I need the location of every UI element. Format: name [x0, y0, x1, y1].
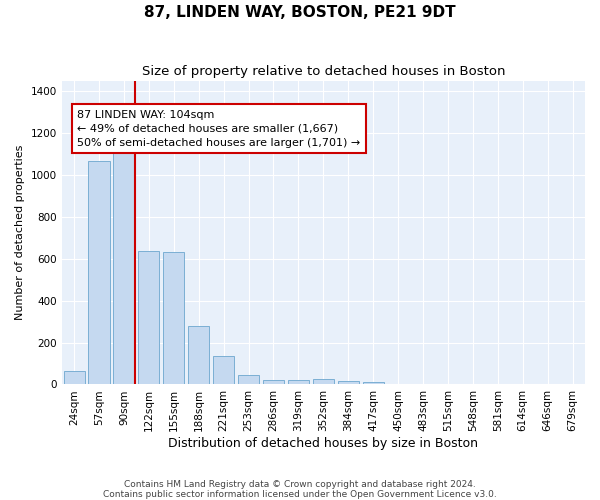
Y-axis label: Number of detached properties: Number of detached properties	[15, 145, 25, 320]
Bar	[238, 375, 259, 384]
Bar	[113, 142, 134, 384]
Bar	[313, 379, 334, 384]
Bar	[362, 382, 384, 384]
Bar	[163, 252, 184, 384]
Bar	[64, 371, 85, 384]
Text: 87, LINDEN WAY, BOSTON, PE21 9DT: 87, LINDEN WAY, BOSTON, PE21 9DT	[144, 5, 456, 20]
Bar	[138, 252, 160, 384]
Bar	[213, 356, 234, 384]
Bar	[188, 326, 209, 384]
Text: Contains HM Land Registry data © Crown copyright and database right 2024.
Contai: Contains HM Land Registry data © Crown c…	[103, 480, 497, 499]
X-axis label: Distribution of detached houses by size in Boston: Distribution of detached houses by size …	[169, 437, 478, 450]
Bar	[88, 160, 110, 384]
Title: Size of property relative to detached houses in Boston: Size of property relative to detached ho…	[142, 65, 505, 78]
Bar	[338, 382, 359, 384]
Text: 87 LINDEN WAY: 104sqm
← 49% of detached houses are smaller (1,667)
50% of semi-d: 87 LINDEN WAY: 104sqm ← 49% of detached …	[77, 110, 361, 148]
Bar	[288, 380, 309, 384]
Bar	[263, 380, 284, 384]
